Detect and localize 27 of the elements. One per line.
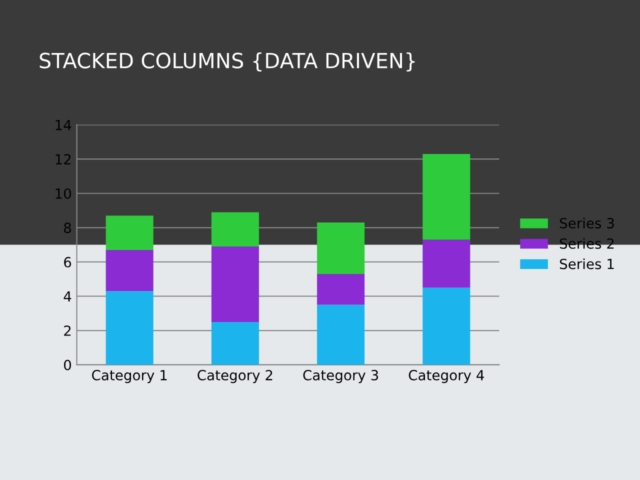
bar: [211, 246, 259, 322]
y-tick-label: 12: [56, 154, 71, 164]
y-tick-label: 14: [56, 120, 72, 130]
bar: [106, 250, 154, 292]
bar: [211, 322, 259, 365]
bar: [317, 304, 365, 365]
x-tick-label: Category 2: [198, 370, 272, 384]
y-tick-label: 8: [64, 222, 71, 234]
bar: [422, 240, 470, 288]
y-tick-label: 10: [56, 188, 72, 199]
bar: [211, 212, 259, 247]
y-tick-label: 4: [64, 291, 72, 302]
x-tick-label: Category 4: [408, 370, 484, 384]
bar: [106, 291, 154, 365]
y-tick-label: 6: [64, 256, 72, 268]
bar: [422, 154, 470, 240]
chart-title: STACKED COLUMNS {DATA DRIVEN}: [40, 52, 415, 72]
legend-label: Series 1: [560, 258, 614, 270]
y-tick-label: 0: [64, 360, 72, 370]
bar: [317, 274, 365, 305]
y-tick-label: 2: [64, 325, 71, 336]
bar: [422, 288, 470, 365]
x-tick-label: Category 3: [303, 370, 378, 384]
x-tick-label: Category 1: [92, 370, 167, 384]
legend-label: Series 3: [560, 218, 614, 228]
bar: [317, 222, 365, 274]
bar: [106, 216, 154, 250]
